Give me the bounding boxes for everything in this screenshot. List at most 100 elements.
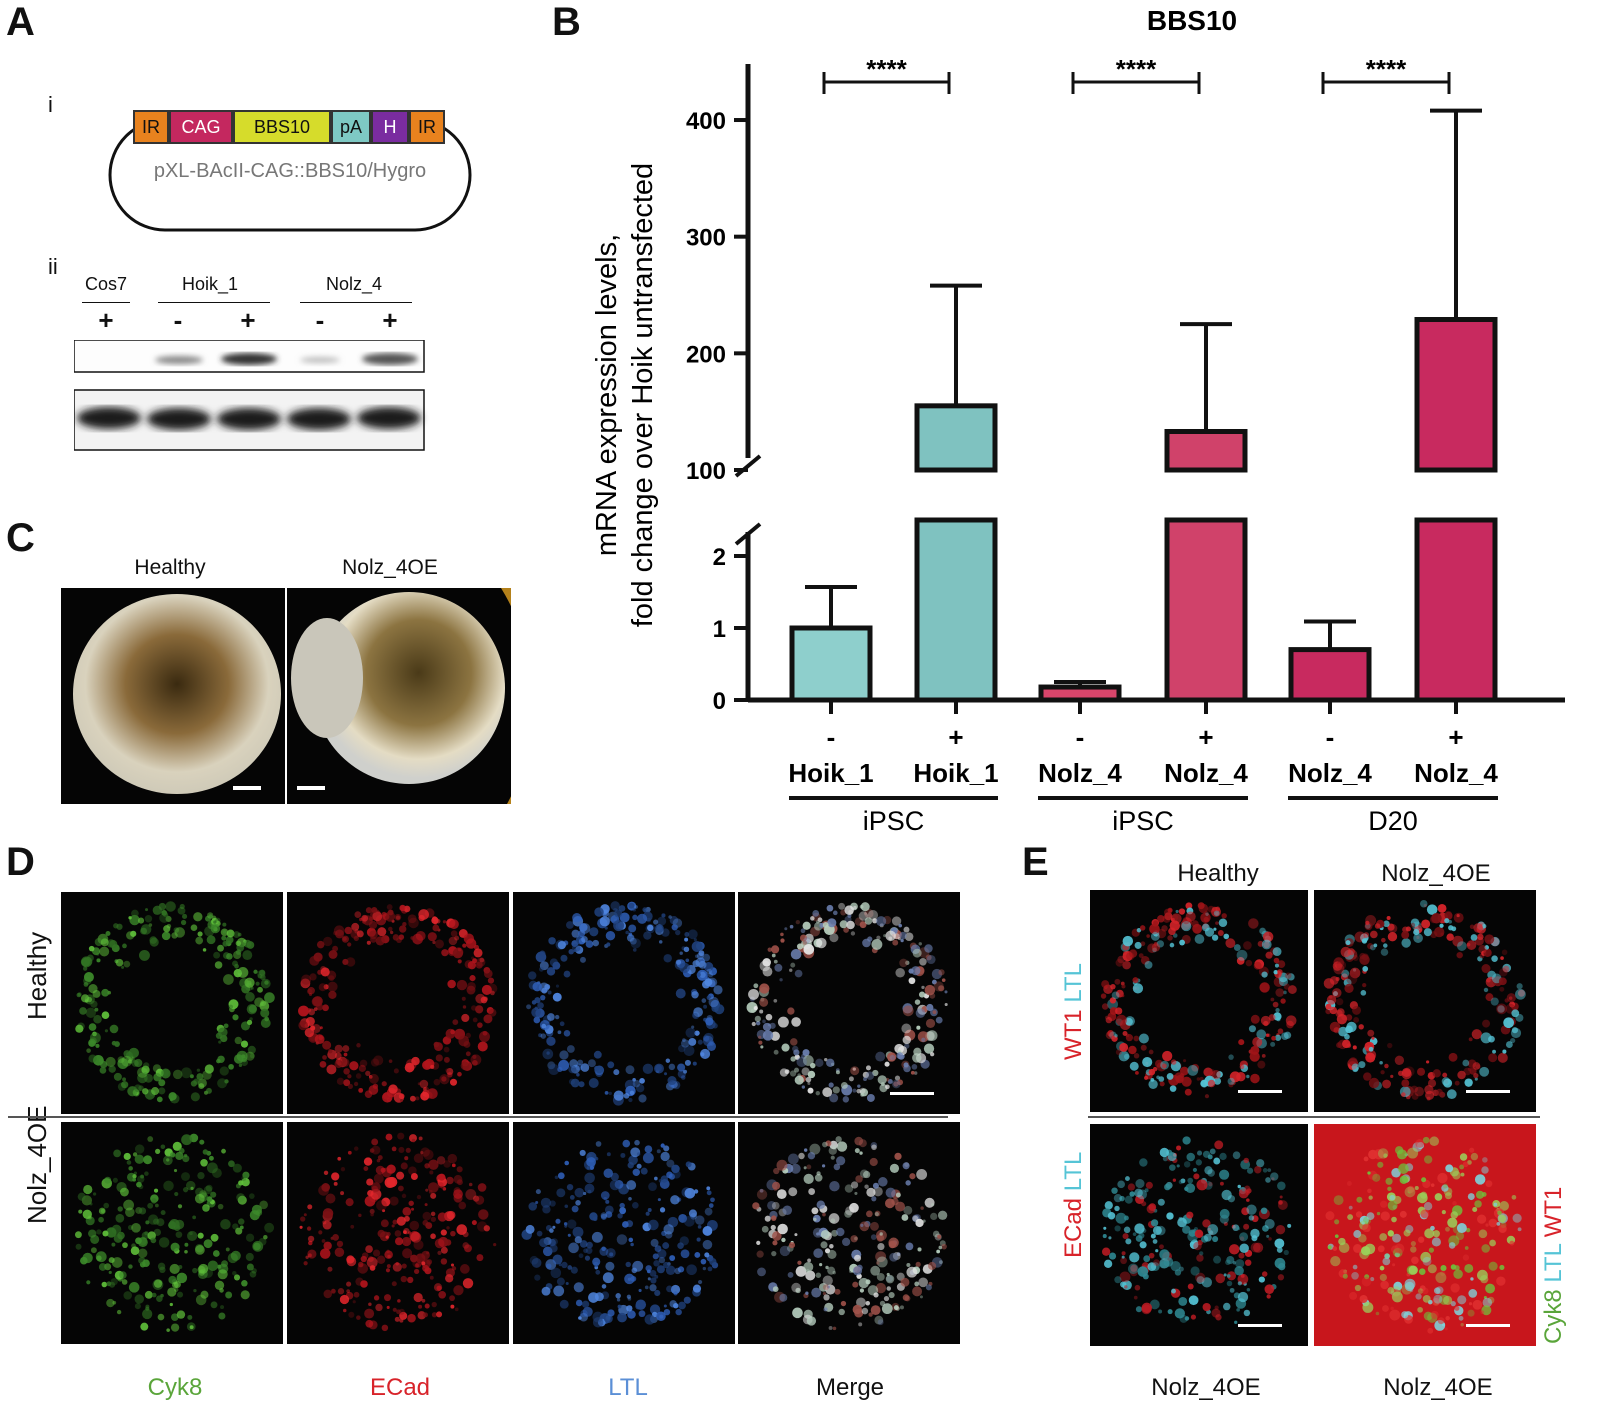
signal-speck (220, 1305, 225, 1310)
signal-speck (445, 1274, 454, 1283)
signal-speck (1440, 1270, 1446, 1276)
signal-speck (408, 1200, 414, 1206)
signal-speck (323, 1289, 333, 1299)
signal-speck (811, 1207, 819, 1215)
signal-speck (427, 932, 437, 942)
signal-speck (264, 1222, 275, 1233)
signal-speck (1268, 1014, 1276, 1021)
signal-speck (217, 1078, 228, 1089)
signal-speck (1166, 1073, 1174, 1080)
signal-speck (785, 1069, 790, 1074)
signal-speck (89, 1032, 101, 1044)
signal-speck (1264, 1218, 1275, 1229)
signal-speck (232, 1270, 237, 1276)
signal-speck (1135, 1071, 1139, 1075)
signal-speck (1448, 1242, 1456, 1249)
signal-speck (309, 973, 317, 981)
signal-speck (1384, 1253, 1390, 1260)
signal-speck (162, 911, 169, 918)
signal-speck (1223, 1273, 1227, 1277)
signal-speck (1139, 1241, 1147, 1249)
signal-speck (143, 1155, 153, 1165)
signal-speck (260, 1000, 267, 1007)
signal-speck (368, 1075, 373, 1079)
signal-speck (388, 1059, 393, 1063)
signal-speck (875, 1251, 887, 1263)
signal-speck (580, 956, 586, 963)
signal-speck (832, 1270, 836, 1275)
signal-speck (1480, 1310, 1485, 1315)
signal-speck (557, 940, 566, 950)
signal-speck (1479, 1066, 1490, 1077)
signal-speck (462, 1278, 474, 1289)
signal-speck (165, 915, 172, 923)
signal-speck (1236, 1227, 1241, 1231)
signal-speck (1362, 1223, 1371, 1233)
signal-speck (219, 1066, 229, 1076)
signal-speck (1203, 1233, 1212, 1242)
signal-speck (803, 944, 815, 955)
signal-speck (1213, 1077, 1222, 1085)
signal-speck (1199, 1251, 1204, 1256)
signal-speck (589, 1212, 598, 1221)
signal-speck (232, 1223, 239, 1230)
signal-speck (870, 1305, 881, 1316)
signal-speck (1344, 983, 1354, 994)
signal-speck (549, 1228, 554, 1233)
signal-speck (170, 1242, 180, 1252)
signal-speck (189, 1231, 193, 1236)
signal-speck (1442, 1072, 1448, 1078)
signal-speck (1377, 1161, 1384, 1168)
signal-speck (333, 925, 345, 937)
signal-speck (360, 1280, 368, 1288)
signal-speck (402, 1206, 412, 1216)
signal-speck (603, 1196, 608, 1201)
signal-speck (436, 1156, 446, 1165)
signal-speck (451, 1266, 457, 1271)
signal-speck (1158, 1076, 1165, 1082)
signal-speck (235, 940, 242, 946)
signal-speck (910, 1070, 915, 1075)
signal-speck (790, 1163, 801, 1174)
signal-speck (876, 1273, 885, 1281)
signal-speck (208, 914, 213, 919)
signal-speck (450, 1304, 455, 1309)
signal-speck (709, 1257, 717, 1266)
signal-speck (653, 919, 659, 925)
signal-speck (246, 1003, 258, 1015)
signal-speck (788, 1187, 798, 1197)
signal-speck (408, 917, 419, 929)
x-line-label: Hoik_1 (913, 758, 998, 788)
signal-speck (144, 1073, 153, 1083)
signal-speck (529, 1255, 539, 1265)
signal-speck (546, 1036, 556, 1046)
signal-speck (1129, 1191, 1135, 1197)
signal-speck (811, 1287, 822, 1298)
signal-speck (1167, 907, 1173, 913)
signal-speck (174, 1219, 185, 1230)
signal-speck (702, 1266, 707, 1271)
signal-speck (1181, 921, 1192, 932)
signal-speck (314, 1034, 325, 1045)
signal-speck (428, 1182, 439, 1193)
signal-speck (342, 958, 349, 966)
signal-speck (1353, 1244, 1362, 1253)
signal-speck (391, 1146, 397, 1152)
signal-speck (415, 930, 426, 941)
signal-speck (1365, 1052, 1376, 1063)
signal-speck (658, 1256, 666, 1264)
signal-speck (876, 1256, 888, 1268)
signal-speck (1265, 1177, 1271, 1183)
signal-speck (264, 1016, 270, 1022)
signal-speck (1250, 1073, 1260, 1084)
signal-speck (1336, 1014, 1348, 1025)
signal-speck (415, 1096, 420, 1101)
signal-speck (1383, 1153, 1388, 1158)
signal-speck (488, 1008, 497, 1017)
signal-speck (421, 1261, 426, 1266)
signal-speck (663, 1224, 674, 1235)
signal-speck (822, 1291, 827, 1296)
signal-speck (1346, 973, 1358, 985)
signal-speck (221, 1260, 228, 1268)
signal-speck (561, 1261, 568, 1269)
